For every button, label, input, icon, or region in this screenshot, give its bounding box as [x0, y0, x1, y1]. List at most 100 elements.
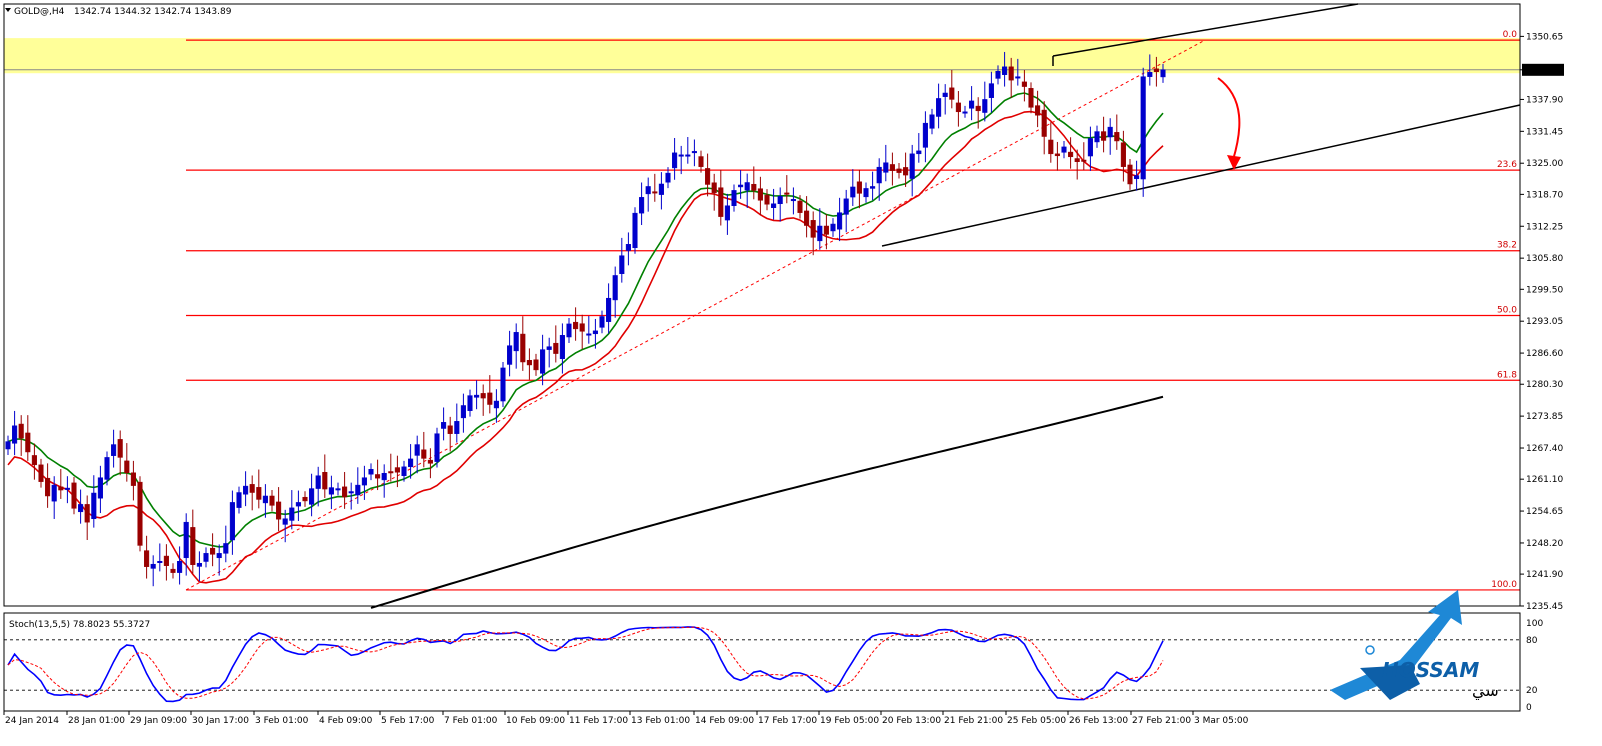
main-panel-frame	[3, 3, 1521, 607]
price-label: 1235.45	[1526, 602, 1563, 612]
candle-body	[982, 99, 988, 113]
price-axis: 1350.65 1343.89 1337.90 1331.45 1325.00 1318.…	[3, 3, 1564, 712]
candle-body	[639, 197, 645, 214]
candle-body	[724, 205, 730, 221]
candle-body	[540, 349, 546, 374]
price-label: 1273.85	[1526, 412, 1563, 422]
candle-body	[375, 474, 381, 479]
price-label: 1318.70	[1526, 190, 1563, 200]
candle-body	[1054, 153, 1060, 157]
candle-body	[1134, 175, 1140, 180]
candle-body	[546, 346, 552, 350]
candle-body	[856, 181, 862, 194]
candle-body	[579, 323, 585, 332]
candle-body	[1081, 159, 1087, 162]
time-label: 7 Feb 01:00	[444, 716, 498, 726]
candle-body	[388, 471, 394, 474]
candle-body	[711, 182, 717, 194]
price-label: 1331.45	[1526, 127, 1563, 137]
candle-body	[460, 405, 466, 419]
candle-body	[573, 321, 579, 330]
candle-body	[790, 199, 796, 202]
candle-body	[157, 561, 163, 564]
candle-body	[559, 335, 565, 360]
candle-body	[1028, 88, 1034, 108]
logo-script: سي	[1472, 681, 1499, 701]
candle-body	[177, 561, 183, 573]
candle-body	[196, 562, 202, 567]
candle-body	[1107, 126, 1113, 138]
candle-body	[64, 487, 70, 490]
candle-body	[78, 504, 84, 513]
fib-label: 0.0	[1503, 30, 1518, 40]
candle-body	[870, 186, 876, 189]
candle-body	[163, 555, 169, 566]
time-label: 3 Mar 05:00	[1194, 716, 1249, 726]
candle-body	[295, 502, 301, 507]
candle-body	[315, 475, 321, 489]
candle-body	[1015, 76, 1021, 79]
candle-body	[144, 550, 150, 567]
candle-body	[401, 466, 407, 476]
candle-body	[942, 92, 948, 97]
candle-body	[1068, 151, 1074, 158]
candle-body	[955, 102, 961, 113]
ma-fast-line	[7, 92, 1164, 548]
time-label: 13 Feb 01:00	[631, 716, 690, 726]
candle-body	[533, 359, 539, 371]
dropdown-triangle-icon[interactable]	[5, 8, 11, 12]
forecast-arrow	[1217, 77, 1241, 170]
price-label: 1286.60	[1526, 349, 1563, 359]
candle-body	[467, 395, 473, 411]
candle-body	[276, 501, 282, 520]
candle-body	[1074, 158, 1080, 162]
candle-body	[1021, 81, 1027, 87]
candle-body	[269, 495, 275, 506]
candle-body	[606, 297, 612, 322]
candle-body	[223, 543, 229, 554]
price-label: 1280.30	[1526, 380, 1563, 390]
forecast-arrow-path	[1217, 77, 1241, 161]
candle-body	[922, 122, 928, 148]
candle-body	[368, 469, 374, 475]
candle-body	[936, 98, 942, 117]
candle-body	[493, 400, 499, 409]
candle-body	[243, 485, 249, 495]
candle-body	[843, 198, 849, 215]
time-label: 19 Feb 05:00	[820, 716, 879, 726]
candle-body	[619, 255, 625, 274]
candle-body	[31, 455, 37, 466]
symbol-label: GOLD@,H4	[14, 7, 65, 17]
candle-body	[1140, 76, 1146, 180]
candle-body	[863, 188, 869, 198]
time-label: 11 Feb 17:00	[569, 716, 628, 726]
chart-header: GOLD@,H4 1342.74 1344.32 1342.74 1343.89	[5, 7, 232, 17]
candle-body	[962, 111, 968, 114]
time-label: 25 Feb 05:00	[1007, 716, 1066, 726]
time-label: 3 Feb 01:00	[255, 716, 309, 726]
stoch-main-line	[7, 626, 1164, 703]
candle-body	[1087, 138, 1093, 157]
candle-body	[1120, 142, 1126, 167]
resistance-zone	[4, 38, 1520, 74]
candle-body	[190, 527, 196, 565]
candle-body	[203, 553, 209, 562]
candle-body	[309, 488, 315, 505]
candle-body	[117, 439, 123, 458]
time-label: 28 Jan 01:00	[68, 716, 125, 726]
candle-body	[988, 83, 994, 98]
candle-body	[1061, 146, 1067, 153]
ma-long-line	[370, 395, 1164, 609]
time-label: 27 Feb 21:00	[1132, 716, 1191, 726]
candle-body	[45, 477, 51, 497]
candle-body	[170, 568, 176, 573]
price-label: 1293.05	[1526, 317, 1563, 327]
candle-body	[889, 164, 895, 171]
candle-body	[104, 457, 110, 480]
candle-body	[130, 472, 136, 486]
trend-lines	[185, 3, 1521, 591]
candle-body	[731, 190, 737, 206]
time-label: 10 Feb 09:00	[506, 716, 565, 726]
